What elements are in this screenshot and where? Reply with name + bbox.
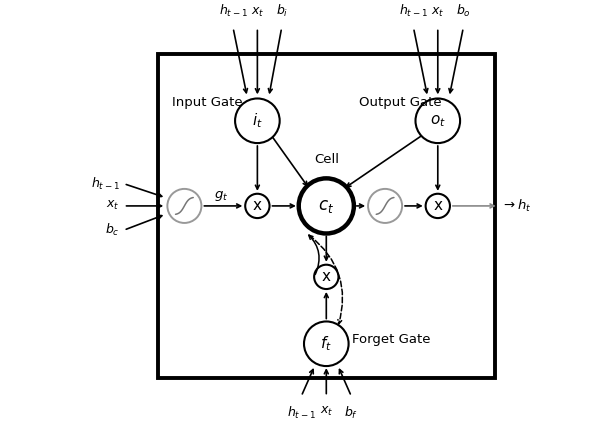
Text: x: x	[322, 269, 331, 285]
Text: x: x	[253, 198, 262, 213]
Circle shape	[314, 265, 339, 289]
Circle shape	[167, 189, 201, 223]
Circle shape	[245, 194, 269, 218]
Text: $\rightarrow h_t$: $\rightarrow h_t$	[500, 198, 531, 214]
Text: $h_{t-1}$: $h_{t-1}$	[399, 3, 428, 19]
Text: $x_t$: $x_t$	[320, 405, 333, 418]
Text: $x_t$: $x_t$	[106, 199, 120, 212]
Text: $h_{t-1}$: $h_{t-1}$	[91, 176, 120, 192]
Text: $f_t$: $f_t$	[320, 335, 332, 353]
Text: Cell: Cell	[314, 153, 339, 166]
Text: $b_o$: $b_o$	[456, 3, 471, 19]
Text: Input Gate: Input Gate	[172, 96, 243, 109]
Text: $i_t$: $i_t$	[252, 112, 263, 130]
Text: $g_t$: $g_t$	[214, 189, 229, 203]
Text: $x_t$: $x_t$	[250, 6, 264, 19]
Text: $o_t$: $o_t$	[430, 113, 446, 128]
Text: x: x	[434, 198, 442, 213]
Circle shape	[304, 321, 348, 366]
Text: $h_{t-1}$: $h_{t-1}$	[219, 3, 247, 19]
Text: $b_i$: $b_i$	[275, 3, 288, 19]
Text: $h_{t-1}$: $h_{t-1}$	[287, 405, 316, 421]
Text: $b_f$: $b_f$	[344, 405, 359, 421]
Circle shape	[426, 194, 450, 218]
FancyArrowPatch shape	[309, 235, 342, 324]
Text: $c_t$: $c_t$	[318, 197, 334, 215]
Text: Forget Gate: Forget Gate	[352, 333, 430, 346]
Circle shape	[299, 179, 354, 234]
Circle shape	[235, 98, 280, 143]
Text: $x_t$: $x_t$	[431, 6, 444, 19]
Circle shape	[368, 189, 402, 223]
FancyBboxPatch shape	[158, 54, 494, 378]
Text: $b_c$: $b_c$	[105, 222, 120, 238]
Circle shape	[415, 98, 460, 143]
FancyArrowPatch shape	[309, 235, 319, 274]
Text: Output Gate: Output Gate	[359, 96, 441, 109]
